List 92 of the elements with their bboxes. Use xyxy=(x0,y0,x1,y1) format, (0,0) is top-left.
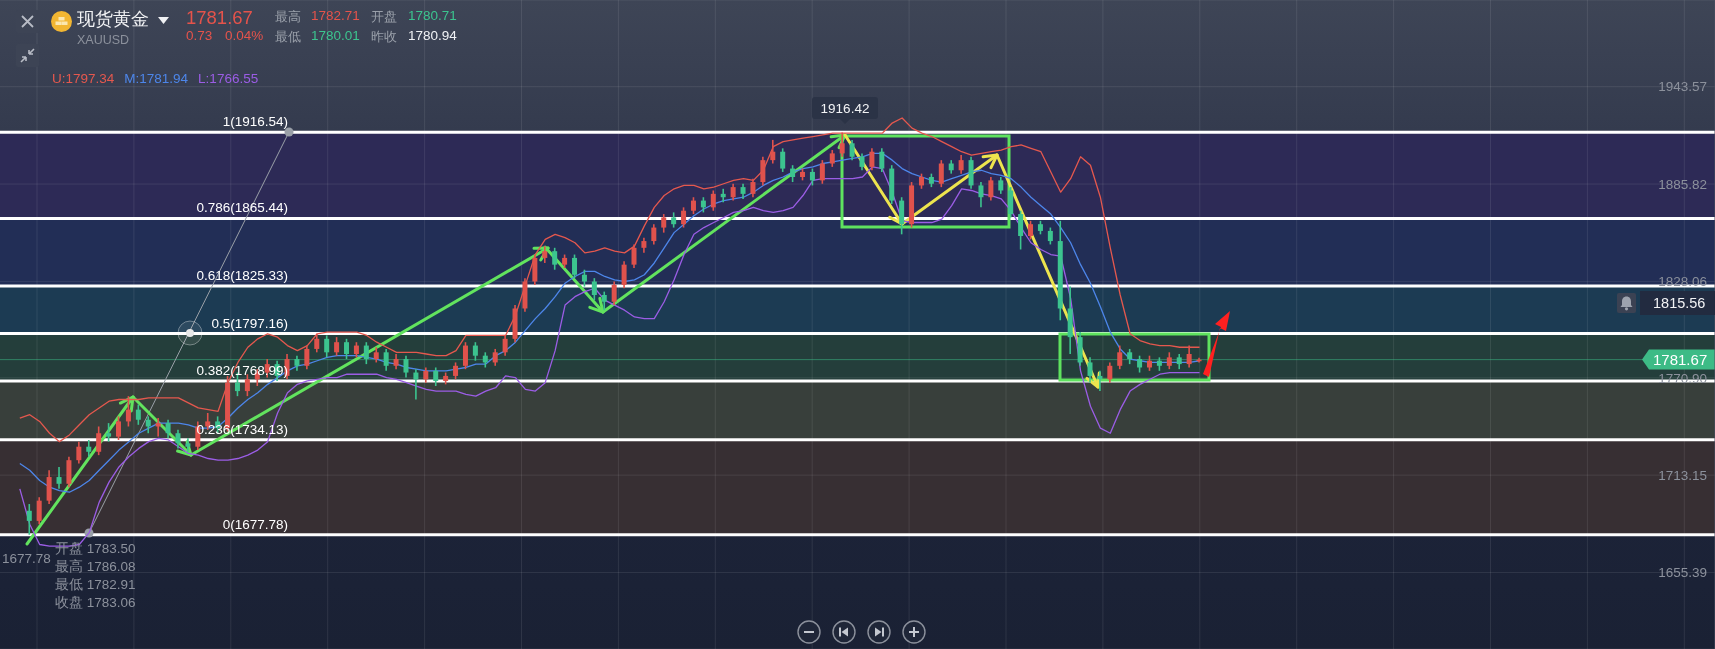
candlestick xyxy=(750,177,756,199)
candlestick xyxy=(988,176,994,202)
candlestick xyxy=(462,341,468,370)
annotation: 最高 xyxy=(275,8,301,24)
candlestick xyxy=(780,147,786,173)
annotation: 最低 1782.91 xyxy=(55,576,136,592)
candlestick xyxy=(1018,209,1024,251)
candlestick xyxy=(1186,344,1192,369)
candlestick xyxy=(661,213,667,234)
annotation: 1781.67 xyxy=(186,6,253,28)
annotation: 1677.78 xyxy=(2,550,51,566)
candlestick xyxy=(938,159,944,188)
ref-line-label: 0(1677.78) xyxy=(222,516,288,532)
candlestick xyxy=(1107,361,1113,384)
candlestick xyxy=(591,277,597,301)
candlestick xyxy=(869,147,875,172)
candlestick xyxy=(76,440,82,465)
candlestick xyxy=(383,348,389,372)
annotation: 0.04% xyxy=(225,28,264,44)
text: 现货黄金 xyxy=(77,9,149,29)
candlestick xyxy=(334,336,340,357)
text: U:1797.34 xyxy=(52,71,115,86)
candlestick xyxy=(819,159,825,185)
annotation: 1780.01 xyxy=(311,28,360,44)
candlestick xyxy=(165,418,171,440)
candlestick xyxy=(135,403,141,426)
candlestick xyxy=(532,253,538,286)
text: M:1781.94 xyxy=(124,71,189,86)
candlestick xyxy=(36,496,42,526)
annotation: 0.73 xyxy=(186,28,213,44)
y-tick-label: 1885.82 xyxy=(1658,176,1707,192)
candlestick xyxy=(770,139,776,165)
candlestick xyxy=(681,206,687,229)
ref-line-label: 1781.67 xyxy=(1653,351,1708,369)
y-tick-label: 1655.39 xyxy=(1658,565,1707,581)
candlestick xyxy=(978,181,984,209)
annotation: 昨收 xyxy=(371,28,397,44)
candlestick xyxy=(958,154,964,175)
candlestick xyxy=(651,223,657,246)
y-tick-label: 1943.57 xyxy=(1658,79,1707,95)
candlestick xyxy=(1028,220,1034,241)
candlestick xyxy=(1008,186,1014,219)
candlestick xyxy=(46,469,52,505)
annotation: 1916.42 xyxy=(820,101,870,117)
annotation: 最低 xyxy=(275,28,301,44)
candlestick xyxy=(433,366,439,387)
candlestick xyxy=(66,456,72,488)
candlestick xyxy=(710,189,716,212)
candlestick xyxy=(116,415,121,441)
ref-line-label: 0.786(1865.44) xyxy=(196,200,288,216)
candlestick xyxy=(899,196,905,236)
annotation: 1780.71 xyxy=(408,8,457,24)
candlestick xyxy=(363,341,369,365)
candlestick xyxy=(849,139,855,161)
candlestick xyxy=(324,334,330,359)
candlestick xyxy=(502,334,508,357)
candlestick xyxy=(56,466,62,490)
candlestick xyxy=(631,243,637,269)
text: L:1766.55 xyxy=(198,71,259,86)
annotation: 最高 1786.08 xyxy=(55,558,136,574)
candlestick xyxy=(1117,344,1123,370)
candlestick xyxy=(839,131,845,158)
candlestick xyxy=(26,503,32,536)
candlestick xyxy=(611,280,617,306)
candlestick xyxy=(621,260,627,290)
candlestick xyxy=(125,395,131,428)
annotation: 1782.71 xyxy=(311,8,360,24)
annotation: 1780.94 xyxy=(408,28,457,44)
y-tick-label: 1713.15 xyxy=(1658,467,1707,483)
text: 1815.56 xyxy=(1653,294,1706,311)
candlestick xyxy=(879,147,885,173)
line-series xyxy=(19,117,1201,443)
candlestick xyxy=(304,344,310,370)
candlestick xyxy=(344,338,350,360)
candlestick xyxy=(601,290,607,311)
ref-line-label: 1(1916.54) xyxy=(222,114,288,130)
candlestick xyxy=(760,155,766,187)
candlestick xyxy=(185,437,191,453)
candlestick xyxy=(96,425,102,456)
candlestick xyxy=(106,422,112,443)
candlestick xyxy=(175,429,181,450)
candlestick xyxy=(472,341,478,362)
annotation: 收盘 1783.06 xyxy=(55,594,136,610)
annotation: 开盘 xyxy=(371,8,397,24)
text: XAUUSD xyxy=(77,33,130,47)
candlestick xyxy=(314,332,320,354)
candlestick xyxy=(1087,356,1093,384)
ref-line-label: 0.5(1797.16) xyxy=(211,315,288,331)
ref-line-label: 0.618(1825.33) xyxy=(196,268,288,284)
candlestick xyxy=(552,247,558,271)
candlestick xyxy=(403,354,409,379)
candlestick xyxy=(572,253,578,279)
